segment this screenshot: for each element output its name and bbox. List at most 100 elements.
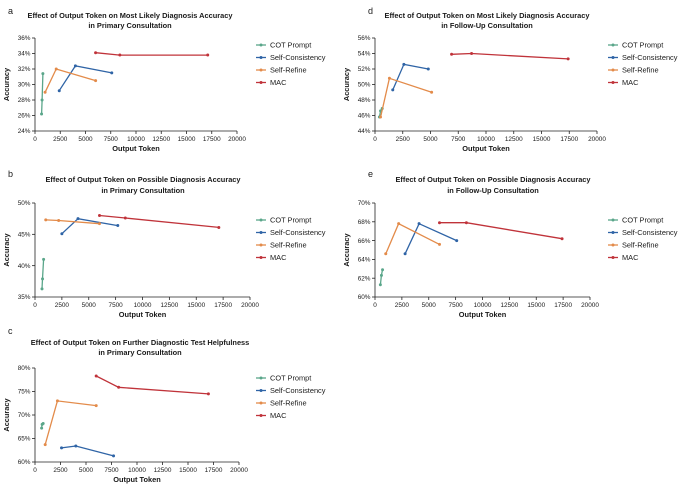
data-point bbox=[391, 88, 395, 92]
data-point bbox=[41, 72, 45, 76]
x-tick-label: 10000 bbox=[134, 302, 152, 309]
x-tick-label: 17500 bbox=[205, 467, 223, 474]
y-tick-label: 48% bbox=[358, 97, 371, 104]
data-point bbox=[110, 71, 114, 75]
legend-label: COT Prompt bbox=[270, 41, 311, 50]
data-point bbox=[60, 446, 64, 450]
data-point bbox=[41, 277, 45, 281]
data-point bbox=[417, 222, 421, 226]
y-axis-label: Accuracy bbox=[2, 397, 11, 431]
data-point bbox=[94, 51, 98, 55]
legend-marker bbox=[259, 414, 263, 417]
x-tick-label: 20000 bbox=[228, 136, 246, 143]
data-point bbox=[403, 252, 407, 256]
data-point bbox=[378, 283, 382, 287]
x-tick-label: 2500 bbox=[395, 302, 410, 309]
legend-label: MAC bbox=[270, 411, 287, 420]
y-tick-label: 24% bbox=[18, 128, 31, 135]
series-line bbox=[61, 445, 114, 457]
x-axis-label: Output Token bbox=[112, 144, 160, 153]
x-tick-label: 2500 bbox=[53, 467, 68, 474]
legend-label: Self-Consistency bbox=[270, 53, 326, 62]
y-tick-label: 62% bbox=[358, 275, 371, 282]
data-point bbox=[94, 404, 98, 408]
y-tick-label: 30% bbox=[18, 82, 31, 89]
chart-panel-d: d Effect of Output Token on Most Likely D… bbox=[342, 6, 678, 153]
data-point bbox=[123, 216, 127, 220]
x-tick-label: 17500 bbox=[203, 136, 221, 143]
x-axis-label: Output Token bbox=[113, 475, 161, 484]
x-tick-label: 7500 bbox=[109, 302, 124, 309]
x-tick-label: 7500 bbox=[104, 136, 119, 143]
data-point bbox=[438, 242, 441, 246]
legend-marker bbox=[611, 43, 615, 47]
legend-marker bbox=[259, 256, 263, 259]
data-point bbox=[402, 62, 406, 66]
legend-label: Self-Refine bbox=[622, 66, 659, 75]
y-axis-label: Accuracy bbox=[342, 232, 351, 266]
x-tick-label: 10000 bbox=[128, 467, 146, 474]
x-tick-label: 0 bbox=[33, 302, 37, 309]
data-point bbox=[117, 385, 121, 389]
y-tick-label: 70% bbox=[358, 200, 371, 207]
legend-marker bbox=[259, 81, 263, 84]
data-point bbox=[118, 53, 122, 57]
data-point bbox=[98, 222, 101, 226]
data-point bbox=[397, 222, 401, 226]
x-tick-label: 12500 bbox=[505, 136, 523, 143]
x-tick-label: 5000 bbox=[422, 302, 437, 309]
x-tick-label: 10000 bbox=[474, 302, 492, 309]
legend-label: Self-Consistency bbox=[270, 228, 326, 237]
data-point bbox=[470, 52, 474, 55]
y-tick-label: 50% bbox=[358, 82, 371, 89]
x-tick-label: 5000 bbox=[423, 136, 438, 143]
y-tick-label: 56% bbox=[358, 35, 371, 42]
y-tick-label: 35% bbox=[18, 294, 31, 301]
x-tick-label: 20000 bbox=[241, 302, 259, 309]
data-point bbox=[73, 64, 77, 68]
data-point bbox=[43, 90, 47, 94]
data-point bbox=[464, 221, 468, 225]
panel-letter: b bbox=[8, 169, 13, 179]
chart-title-line: Effect of Output Token on Possible Diagn… bbox=[45, 175, 241, 184]
data-point bbox=[40, 112, 44, 116]
series-line bbox=[451, 52, 569, 60]
x-tick-label: 15000 bbox=[178, 136, 196, 143]
y-tick-label: 60% bbox=[358, 294, 371, 301]
x-tick-label: 17500 bbox=[214, 302, 232, 309]
x-tick-label: 15000 bbox=[533, 136, 551, 143]
data-point bbox=[450, 52, 454, 56]
panel-letter: d bbox=[368, 6, 373, 16]
y-axis-label: Accuracy bbox=[2, 232, 11, 266]
data-point bbox=[217, 225, 221, 229]
series-line bbox=[44, 68, 96, 93]
data-point bbox=[42, 257, 46, 261]
y-tick-label: 50% bbox=[18, 200, 31, 207]
chart-panel-e: e Effect of Output Token on Possible Diag… bbox=[342, 169, 678, 319]
legend-marker bbox=[611, 56, 615, 59]
y-tick-label: 44% bbox=[358, 128, 371, 135]
chart-title-line: in Follow-Up Consultation bbox=[441, 21, 533, 30]
data-point bbox=[387, 76, 391, 80]
data-point bbox=[94, 374, 98, 378]
y-tick-label: 28% bbox=[18, 97, 31, 104]
legend-label: Self-Consistency bbox=[622, 228, 678, 237]
y-tick-label: 65% bbox=[18, 436, 31, 443]
data-point bbox=[379, 115, 383, 119]
series-line bbox=[404, 222, 457, 255]
chart-panel-b: b Effect of Output Token on Possible Diag… bbox=[2, 169, 326, 319]
data-point bbox=[426, 67, 430, 71]
legend-marker bbox=[259, 43, 263, 47]
legend-marker bbox=[259, 56, 263, 59]
data-point bbox=[566, 57, 570, 61]
x-axis-label: Output Token bbox=[462, 144, 510, 153]
legend-label: MAC bbox=[622, 78, 639, 87]
y-tick-label: 46% bbox=[358, 113, 371, 120]
legend-label: COT Prompt bbox=[270, 216, 311, 225]
legend-marker bbox=[611, 243, 615, 247]
legend-label: MAC bbox=[270, 78, 287, 87]
y-tick-label: 54% bbox=[358, 51, 371, 58]
x-tick-label: 10000 bbox=[127, 136, 145, 143]
data-point bbox=[381, 268, 385, 272]
